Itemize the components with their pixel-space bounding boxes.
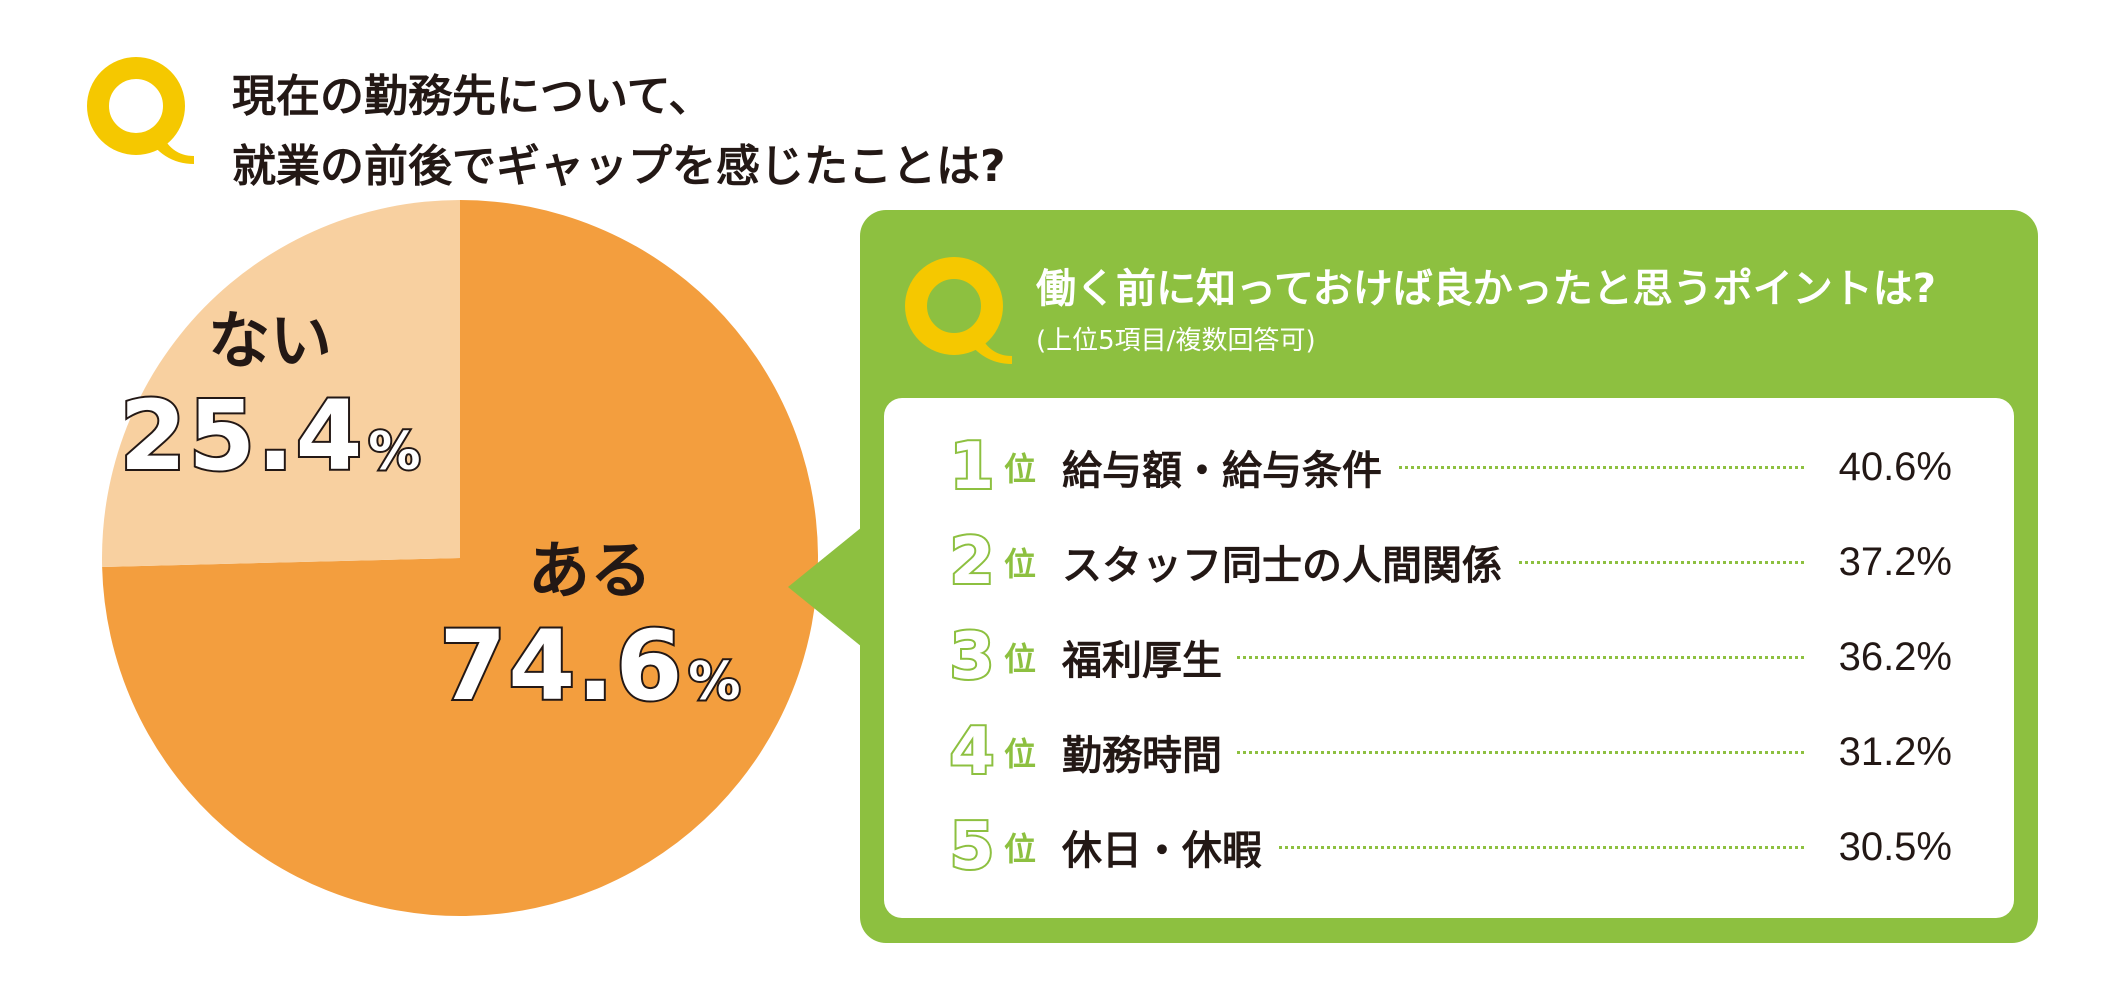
rank-row: 2 位スタッフ同士の人間関係 37.2% [884, 517, 2014, 607]
ranking-list: 1 位給与額・給与条件 40.6% 2 位スタッフ同士の人間関係 37.2% 3 位福利厚生 3… [884, 398, 2014, 918]
slice-value-nai-number: 25.4 [118, 378, 365, 494]
rank-row: 4 位勤務時間 31.2% [884, 707, 2014, 797]
rank-unit: 位 [1004, 450, 1037, 488]
rank-label: スタッフ同士の人間関係 [1062, 533, 1516, 591]
sub-question-title: 働く前に知っておけば良かったと思うポイントは? [1036, 266, 1937, 312]
rank-number: 2 [948, 523, 997, 601]
rank-number: 4 [948, 713, 997, 791]
rank-label: 勤務時間 [1062, 723, 1236, 781]
main-question: 現在の勤務先について、 就業の前後でギャップを感じたことは? [232, 62, 1006, 202]
rank-label: 給与額・給与条件 [1062, 438, 1396, 496]
rank-unit: 位 [1004, 640, 1037, 678]
leader-dots [1074, 466, 1804, 469]
q-letter-icon [905, 257, 1012, 364]
sub-question-note: (上位5項目/複数回答可) [1036, 326, 1316, 356]
main-question-line2: 就業の前後でギャップを感じたことは? [232, 141, 1006, 192]
rank-number: 1 [948, 428, 997, 506]
slice-value-aru-number: 74.6 [438, 608, 685, 724]
rank-row: 1 位給与額・給与条件 40.6% [884, 422, 2014, 512]
q-letter-icon [87, 57, 194, 164]
rank-value: 30.5% [1824, 824, 1952, 870]
rank-value: 31.2% [1824, 729, 1952, 775]
rank-value: 40.6% [1824, 444, 1952, 490]
rank-unit: 位 [1004, 735, 1037, 773]
leader-dots [1074, 751, 1804, 754]
slice-value-nai-unit: % [366, 420, 422, 484]
slice-name-nai: ない [207, 304, 332, 377]
slice-label-nai: ない 25.4% [100, 290, 440, 494]
slice-value-aru-unit: % [686, 650, 742, 714]
rank-number: 3 [948, 618, 997, 696]
slice-value-nai: 25.4% [100, 378, 440, 494]
gap-pie-chart [102, 200, 819, 916]
leader-dots [1074, 846, 1804, 849]
main-question-line1: 現在の勤務先について、 [232, 71, 713, 122]
rank-unit: 位 [1004, 830, 1037, 868]
rank-row: 3 位福利厚生 36.2% [884, 612, 2014, 702]
rank-row: 5 位休日・休暇 30.5% [884, 802, 2014, 892]
slice-value-aru: 74.6% [420, 608, 760, 724]
rank-label: 福利厚生 [1062, 628, 1236, 686]
panel-pointer [788, 527, 862, 647]
leader-dots [1074, 656, 1804, 659]
rank-value: 37.2% [1824, 539, 1952, 585]
rank-value: 36.2% [1824, 634, 1952, 680]
pie-slice-aru [102, 200, 819, 916]
slice-label-aru: ある 74.6% [420, 520, 760, 724]
pie-slice-nai [102, 200, 460, 567]
slice-name-aru: ある [527, 534, 652, 607]
rank-number: 5 [948, 808, 997, 886]
rank-unit: 位 [1004, 545, 1037, 583]
rank-label: 休日・休暇 [1062, 818, 1276, 876]
